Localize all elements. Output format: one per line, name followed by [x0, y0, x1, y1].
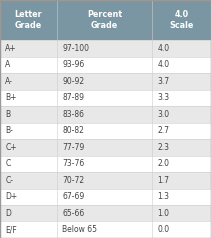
Bar	[0, 222, 57, 238]
Bar	[0, 139, 57, 155]
Text: Below 65: Below 65	[62, 225, 97, 234]
Bar	[152, 40, 211, 56]
Bar	[57, 0, 152, 40]
Bar	[152, 205, 211, 222]
Bar	[57, 106, 152, 123]
Bar	[57, 73, 152, 89]
Text: A: A	[5, 60, 11, 69]
Text: 3.7: 3.7	[157, 77, 169, 86]
Text: 70-72: 70-72	[62, 176, 84, 185]
Bar	[0, 0, 57, 40]
Text: 2.3: 2.3	[157, 143, 169, 152]
Bar	[152, 172, 211, 188]
Bar	[57, 155, 152, 172]
Text: C-: C-	[5, 176, 13, 185]
Text: 1.3: 1.3	[157, 192, 169, 201]
Bar	[57, 89, 152, 106]
Bar	[57, 205, 152, 222]
Text: 97-100: 97-100	[62, 44, 89, 53]
Bar	[152, 73, 211, 89]
Text: 87-89: 87-89	[62, 93, 84, 102]
Text: D+: D+	[5, 192, 18, 201]
Bar	[0, 40, 57, 56]
Text: 3.0: 3.0	[157, 110, 169, 119]
Text: 3.3: 3.3	[157, 93, 169, 102]
Bar	[0, 205, 57, 222]
Bar	[152, 139, 211, 155]
Text: 1.7: 1.7	[157, 176, 169, 185]
Text: 93-96: 93-96	[62, 60, 84, 69]
Bar	[57, 172, 152, 188]
Bar	[0, 89, 57, 106]
Bar	[57, 40, 152, 56]
Bar	[0, 56, 57, 73]
Text: D: D	[5, 209, 11, 218]
Bar	[152, 0, 211, 40]
Text: 0.0: 0.0	[157, 225, 169, 234]
Bar	[57, 123, 152, 139]
Bar	[57, 188, 152, 205]
Bar	[57, 222, 152, 238]
Text: 67-69: 67-69	[62, 192, 84, 201]
Text: Percent
Grade: Percent Grade	[87, 10, 122, 30]
Text: Letter
Grade: Letter Grade	[15, 10, 42, 30]
Text: 1.0: 1.0	[157, 209, 169, 218]
Bar	[152, 155, 211, 172]
Bar	[0, 188, 57, 205]
Text: 2.7: 2.7	[157, 126, 169, 135]
Text: B-: B-	[5, 126, 13, 135]
Bar	[152, 188, 211, 205]
Text: A+: A+	[5, 44, 17, 53]
Text: B: B	[5, 110, 10, 119]
Bar	[152, 222, 211, 238]
Bar	[0, 123, 57, 139]
Bar	[152, 56, 211, 73]
Bar	[0, 73, 57, 89]
Bar	[152, 123, 211, 139]
Bar	[0, 106, 57, 123]
Bar	[152, 89, 211, 106]
Text: 77-79: 77-79	[62, 143, 84, 152]
Text: E/F: E/F	[5, 225, 17, 234]
Text: 90-92: 90-92	[62, 77, 84, 86]
Bar	[57, 56, 152, 73]
Text: 80-82: 80-82	[62, 126, 84, 135]
Text: C+: C+	[5, 143, 17, 152]
Text: 2.0: 2.0	[157, 159, 169, 168]
Text: 65-66: 65-66	[62, 209, 84, 218]
Text: 4.0: 4.0	[157, 60, 169, 69]
Text: C: C	[5, 159, 11, 168]
Text: B+: B+	[5, 93, 17, 102]
Text: A-: A-	[5, 77, 13, 86]
Bar	[0, 155, 57, 172]
Text: 73-76: 73-76	[62, 159, 84, 168]
Bar	[57, 139, 152, 155]
Bar	[0, 172, 57, 188]
Text: 83-86: 83-86	[62, 110, 84, 119]
Bar	[152, 106, 211, 123]
Text: 4.0
Scale: 4.0 Scale	[169, 10, 194, 30]
Text: 4.0: 4.0	[157, 44, 169, 53]
